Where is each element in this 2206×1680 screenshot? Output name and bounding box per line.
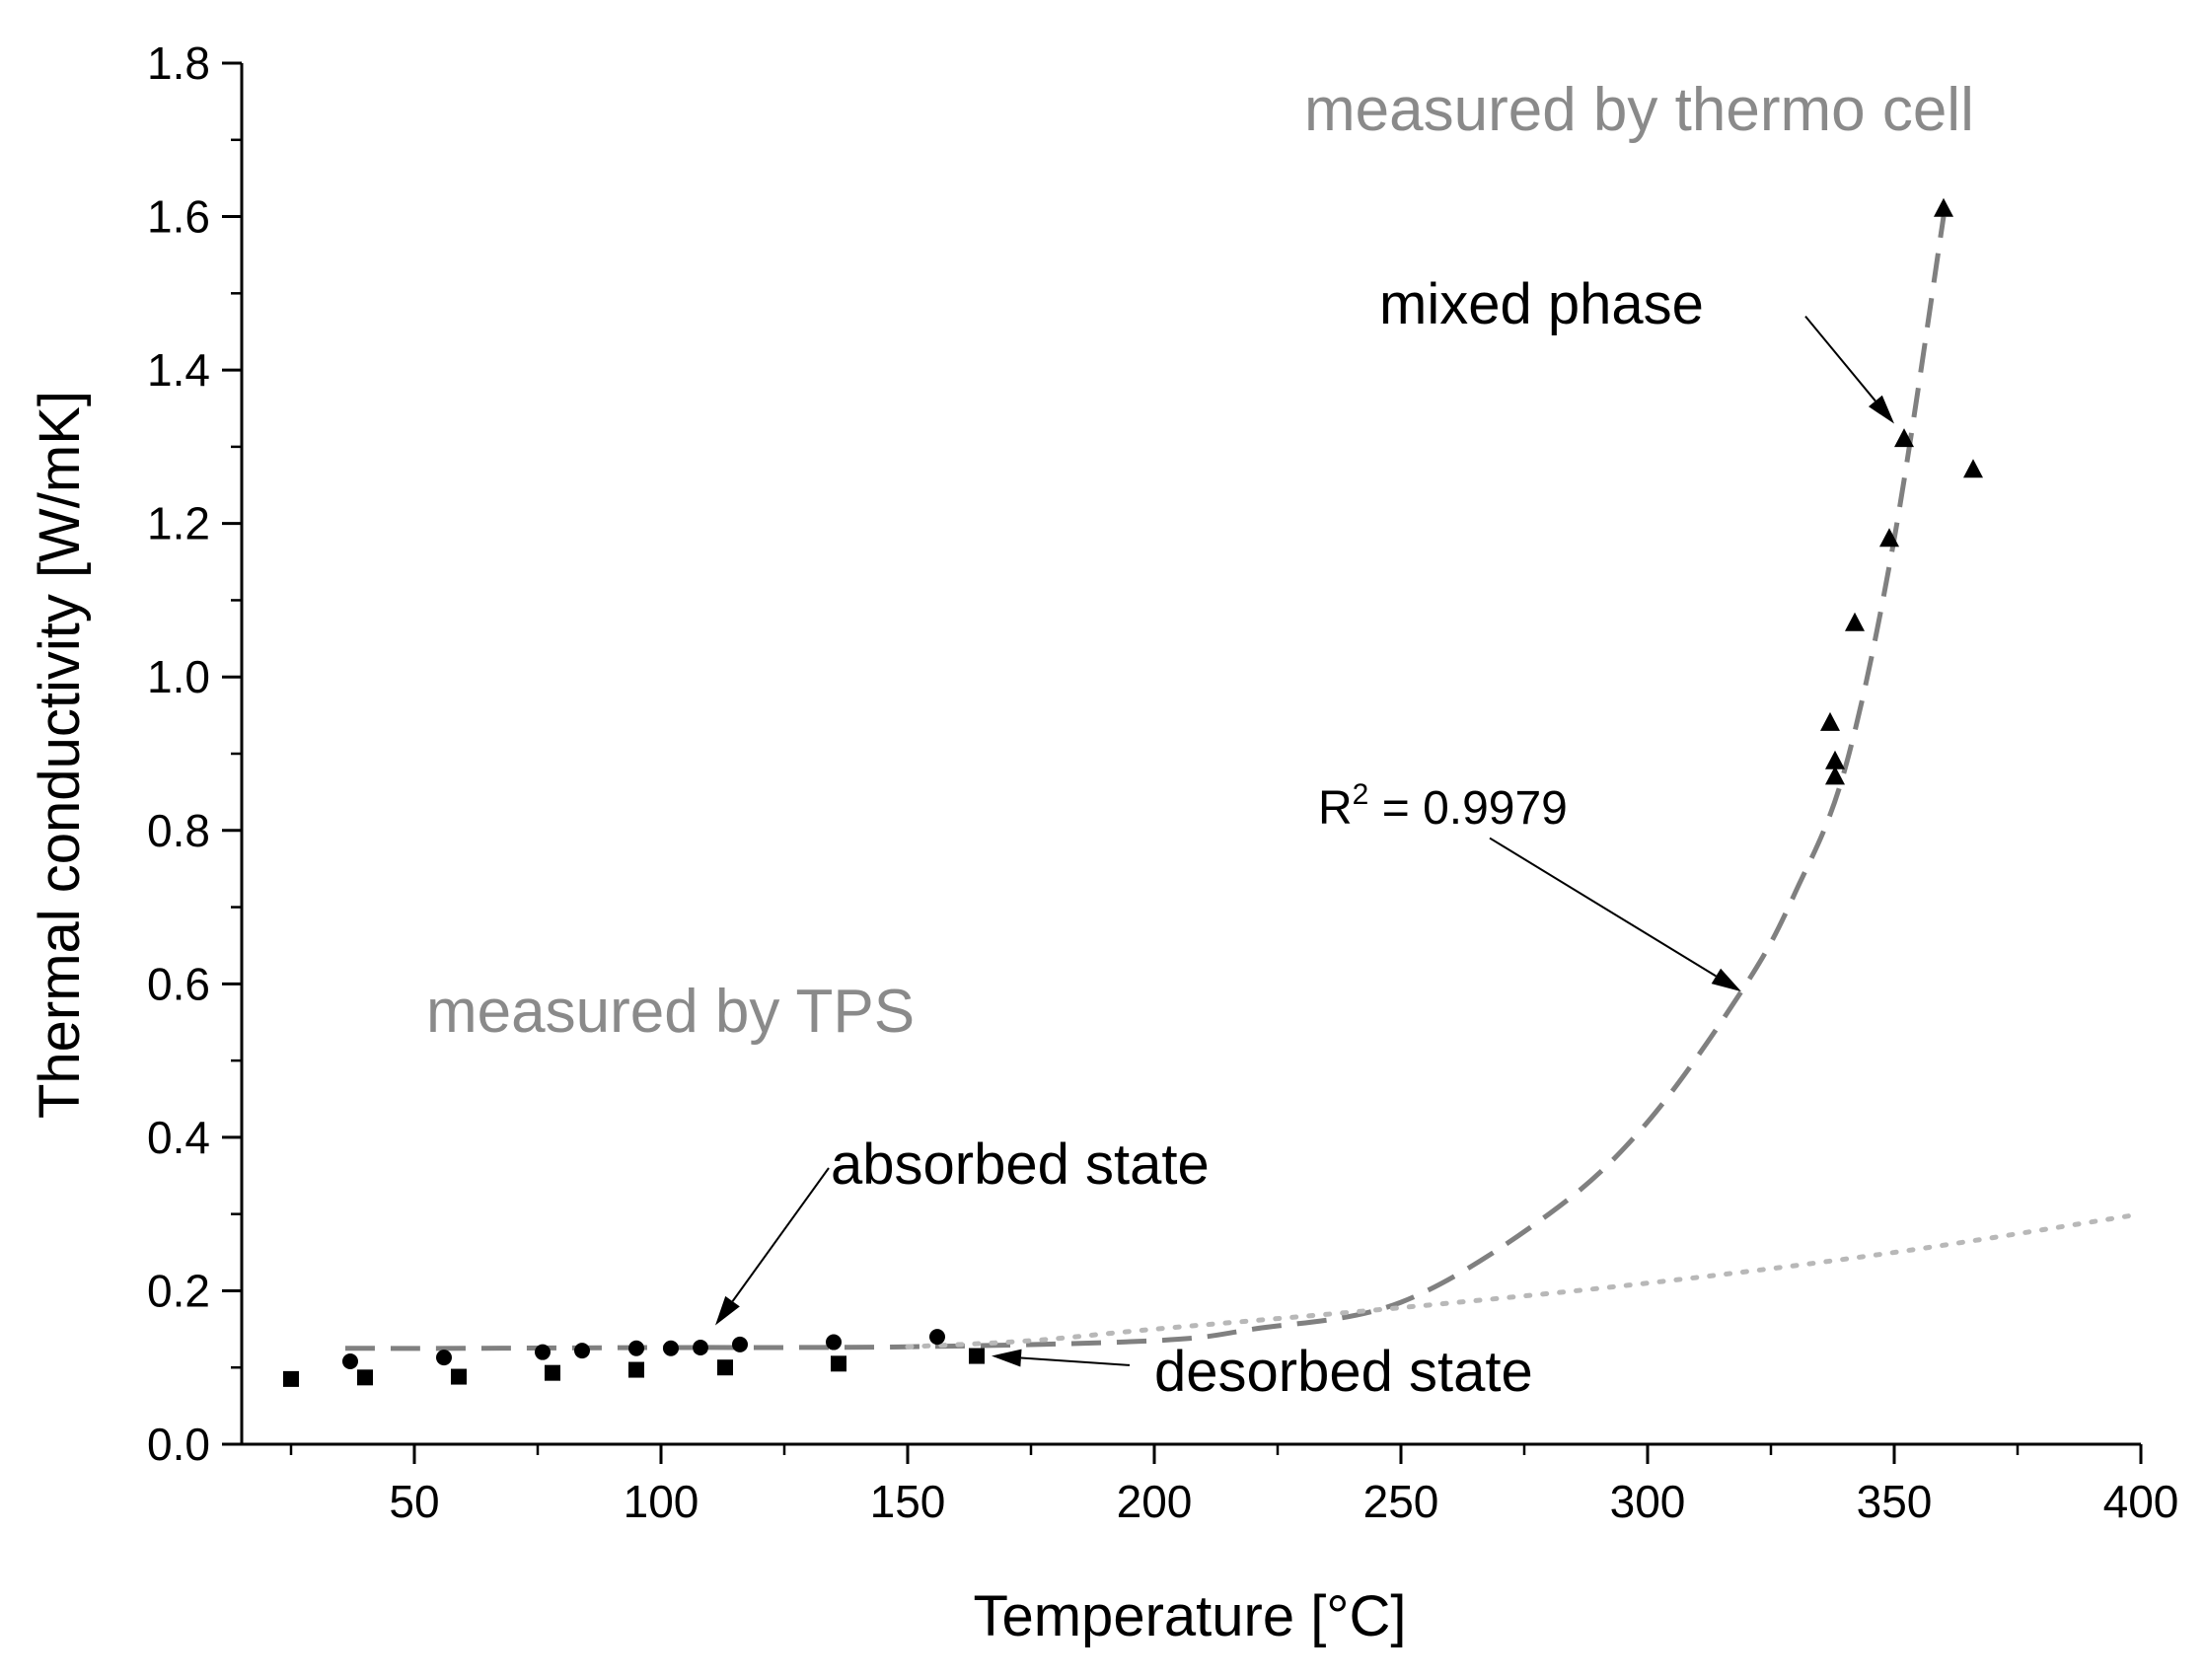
mixed-phase-label: mixed phase xyxy=(1379,272,1704,336)
x-axis-title: Temperature [°C] xyxy=(973,1584,1406,1648)
mixed-phase-point xyxy=(1825,750,1845,769)
y-tick-label: 1.2 xyxy=(147,498,210,549)
absorbed-point xyxy=(693,1340,708,1355)
desorbed-point xyxy=(717,1359,733,1376)
desorbed-arrow-line xyxy=(1020,1356,1131,1366)
y-tick-label: 0.2 xyxy=(147,1265,210,1316)
r2-prefix: R xyxy=(1318,782,1353,835)
fit-curve-dashed xyxy=(344,216,1947,1351)
x-tick-label: 150 xyxy=(870,1476,946,1527)
r2-superscript: 2 xyxy=(1353,778,1369,811)
thermo-cell-label: measured by thermo cell xyxy=(1304,76,1974,144)
y-tick-label: 0.0 xyxy=(147,1419,210,1470)
data-points xyxy=(283,197,1983,1387)
absorbed-point xyxy=(732,1336,748,1352)
desorbed-point xyxy=(545,1364,560,1381)
absorbed-state-label: absorbed state xyxy=(831,1132,1210,1197)
desorbed-point xyxy=(451,1368,467,1385)
mixed-phase-arrow-line xyxy=(1804,316,1876,402)
absorbed-point xyxy=(929,1329,945,1346)
mixed-phase-arrow-head xyxy=(1868,395,1894,424)
y-tick-label: 0.8 xyxy=(147,805,210,856)
x-tick-label: 400 xyxy=(2103,1476,2179,1527)
mixed-phase-point xyxy=(1879,528,1899,548)
desorbed-state-label: desorbed state xyxy=(1154,1340,1533,1404)
absorbed-point xyxy=(574,1343,590,1359)
y-axis-title: Thermal conductivity [W/mK] xyxy=(28,391,92,1119)
absorbed-point xyxy=(342,1353,358,1369)
y-tick-label: 1.4 xyxy=(147,344,210,396)
x-tick-label: 200 xyxy=(1117,1476,1193,1527)
x-tick-label: 350 xyxy=(1857,1476,1933,1527)
r2-arrow-line xyxy=(1489,837,1717,978)
mixed-phase-point xyxy=(1820,711,1840,731)
absorbed-point xyxy=(628,1340,644,1356)
fit-curves-layer xyxy=(344,216,2144,1351)
y-tick-label: 1.0 xyxy=(147,651,210,702)
axes xyxy=(240,63,2141,1446)
y-tick-label: 0.4 xyxy=(147,1112,210,1163)
mixed-phase-point xyxy=(1894,428,1914,448)
y-tick-label: 0.6 xyxy=(147,958,210,1009)
y-tick-label: 1.8 xyxy=(147,37,210,89)
mixed-phase-point xyxy=(1845,612,1865,631)
annotation-arrows xyxy=(715,316,1894,1367)
fit-curve-dotted xyxy=(905,1211,2144,1350)
desorbed-point xyxy=(969,1348,985,1364)
y-tick-label: 1.6 xyxy=(147,191,210,243)
tps-label: measured by TPS xyxy=(426,978,915,1046)
mixed-phase-point xyxy=(1825,766,1845,785)
desorbed-point xyxy=(628,1361,644,1378)
absorbed-arrow-line xyxy=(731,1167,830,1302)
desorbed-point xyxy=(357,1369,373,1386)
absorbed-point xyxy=(826,1334,842,1351)
x-tick-label: 300 xyxy=(1610,1476,1686,1527)
ticks: 0.0 0.2 0.4 0.6 0.8 1.0 1.2 1.4 1.6 1.8 50 100 150 20… xyxy=(147,37,2178,1527)
mixed-phase-point xyxy=(1934,197,1953,217)
r2-value: = 0.9979 xyxy=(1368,782,1568,835)
r2-arrow-head xyxy=(1711,968,1741,992)
r2-label: R2 = 0.9979 xyxy=(1318,778,1568,835)
absorbed-arrow-head xyxy=(715,1295,740,1326)
x-tick-label: 50 xyxy=(389,1476,439,1527)
desorbed-point xyxy=(831,1355,846,1372)
mixed-phase-point xyxy=(1963,459,1983,478)
absorbed-point xyxy=(535,1344,551,1360)
x-tick-label: 100 xyxy=(624,1476,699,1527)
x-tick-label: 250 xyxy=(1363,1476,1439,1527)
absorbed-point xyxy=(663,1340,679,1356)
desorbed-point xyxy=(283,1370,299,1387)
absorbed-point xyxy=(436,1350,452,1366)
desorbed-arrow-head xyxy=(992,1349,1022,1367)
